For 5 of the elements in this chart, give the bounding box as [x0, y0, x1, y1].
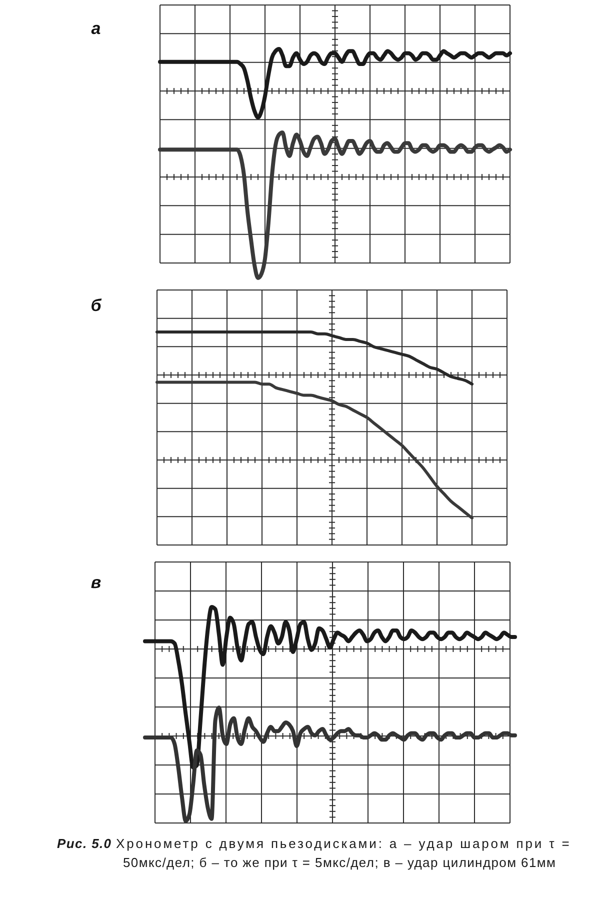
chart-title: б: [90, 296, 102, 315]
chart-title: в: [90, 573, 102, 592]
text: Рис. 5.0: [57, 836, 112, 851]
chart-title: а: [91, 19, 101, 38]
text: Хронометр с двумя пьезодисками: а – удар шаром при τ = 50мкс/дел; б – то же при τ = 5мкс/дел; в – удар цилиндром 61мм: [116, 836, 570, 870]
